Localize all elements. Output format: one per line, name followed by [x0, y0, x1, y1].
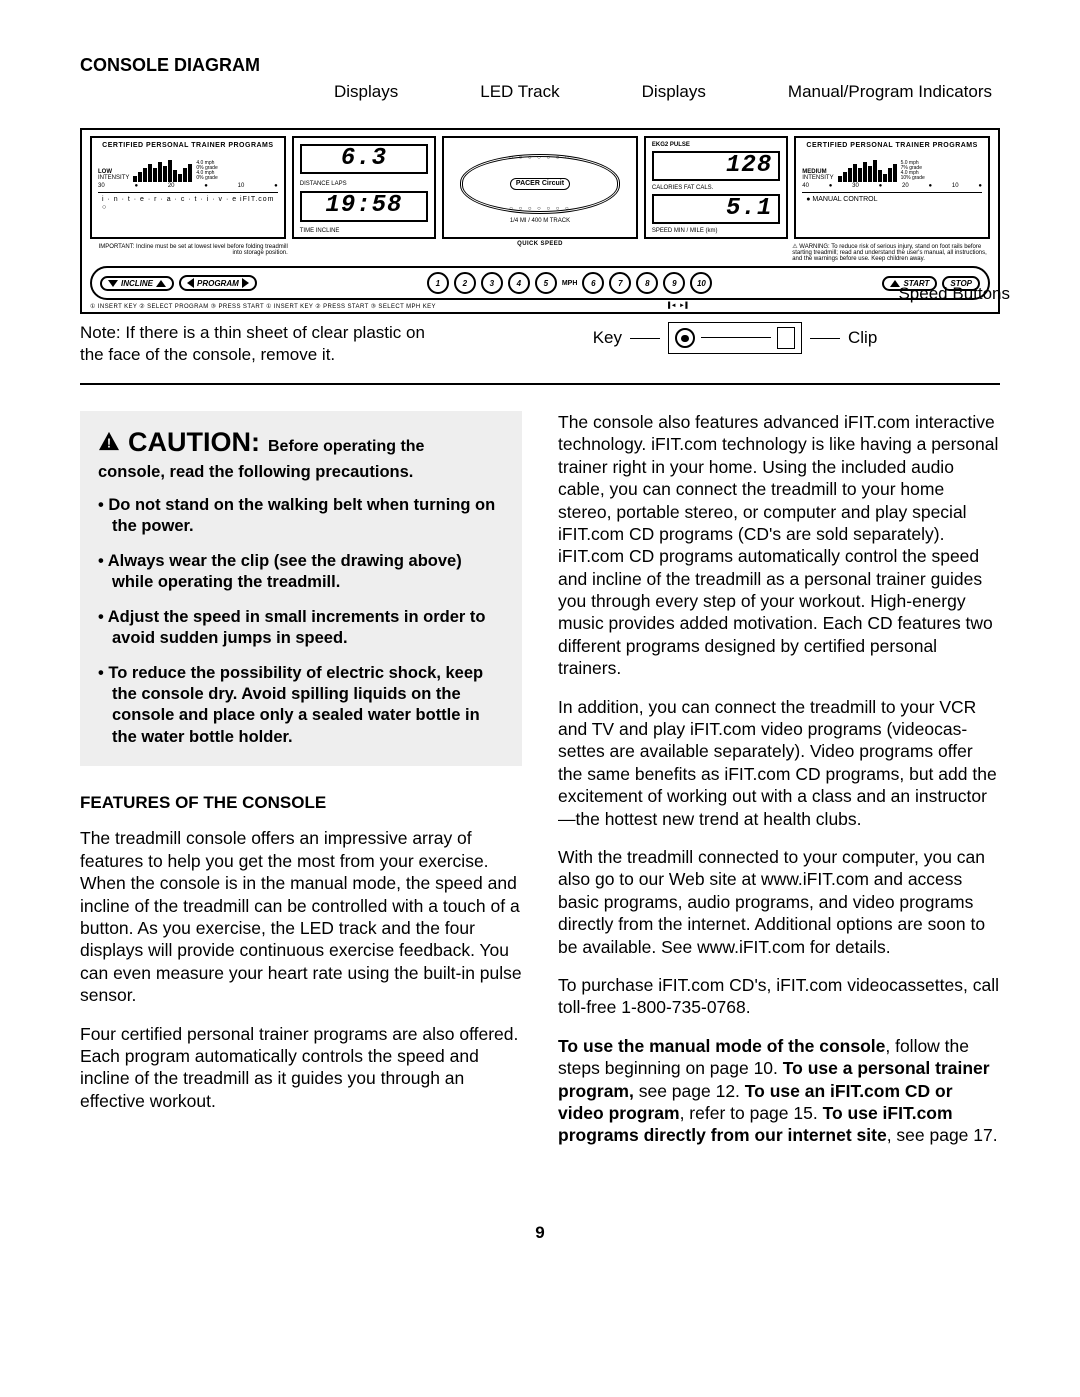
- two-column-body: ! CAUTION: Before operating the console,…: [80, 411, 1000, 1163]
- left-para-2: Four certified personal trainer programs…: [80, 1023, 522, 1113]
- sub-calories: CALORIES FAT CALS.: [652, 185, 713, 192]
- program-button[interactable]: PROGRAM: [179, 275, 257, 291]
- bullet-1: Do not stand on the walking belt when tu…: [98, 495, 504, 537]
- low-label: LOW: [98, 169, 112, 175]
- quick-speed-label: QUICK SPEED: [441, 241, 639, 263]
- lcd-distance: 6.3: [300, 144, 428, 174]
- key-label: Key: [593, 328, 622, 348]
- intensity-label-right: INTENSITY: [802, 175, 833, 181]
- low-stats: 4.0 mph 0% grade 4.0 mph 0% grade: [196, 161, 217, 182]
- right-para-4: To purchase iFIT.com CD's, iFIT.com vide…: [558, 974, 1000, 1019]
- clip-label: Clip: [848, 328, 877, 348]
- right-para-2: In addition, you can connect the treadmi…: [558, 696, 1000, 830]
- left-para-1: The treadmill console offers an impressi…: [80, 827, 522, 1006]
- caution-bullets: Do not stand on the walking belt when tu…: [98, 495, 504, 748]
- top-label-row: Displays LED Track Displays Manual/Progr…: [330, 82, 996, 104]
- label-led-track: LED Track: [480, 82, 559, 102]
- label-displays-right: Displays: [642, 82, 706, 102]
- lcd-calories: 128: [652, 151, 780, 181]
- divider: [80, 383, 1000, 385]
- below-diagram-row: Note: If there is a thin sheet of clear …: [80, 322, 1000, 365]
- interactive-label: i · n · t · e · r · a · c · t · i · v · …: [98, 192, 278, 211]
- bullet-3: Adjust the speed in small increments in …: [98, 607, 504, 649]
- plastic-note: Note: If there is a thin sheet of clear …: [80, 322, 440, 365]
- key-clip-drawing: [668, 322, 802, 354]
- pacer-label: PACER Circuit: [510, 178, 570, 190]
- lcd-time: 19:58: [300, 191, 428, 221]
- manual-control-label: ● MANUAL CONTROL: [802, 192, 982, 204]
- section-title: CONSOLE DIAGRAM: [80, 55, 1000, 76]
- key-icon: [675, 328, 695, 348]
- incline-down-button[interactable]: INCLINE: [100, 276, 174, 291]
- page-number: 9: [80, 1223, 1000, 1243]
- left-column: ! CAUTION: Before operating the console,…: [80, 411, 522, 1163]
- med-scale: 40● 30● 20● 10●: [802, 183, 982, 190]
- speed-buttons-label: Speed Buttons: [470, 284, 1010, 304]
- panel-calories-speed: EKG2 PULSE 128 CALORIES FAT CALS. 5.1 SP…: [644, 136, 788, 239]
- lcd-speed: 5.1: [652, 194, 780, 224]
- med-stats: 5.0 mph 7% grade 4.0 mph 10% grade: [901, 161, 925, 182]
- panel-distance-time: 6.3 DISTANCE LAPS 19:58 TIME INCLINE: [292, 136, 436, 239]
- bullet-4: To reduce the possibility of electric sh…: [98, 663, 504, 747]
- speed-1-button[interactable]: 1: [427, 272, 449, 294]
- cert-label-right: CERTIFIED PERSONAL TRAINER PROGRAMS: [802, 142, 982, 150]
- cert-label-left: CERTIFIED PERSONAL TRAINER PROGRAMS: [98, 142, 278, 150]
- warning-icon: !: [98, 431, 120, 451]
- caution-rest: Before operating the: [268, 437, 424, 457]
- sub-time-incline: TIME INCLINE: [300, 228, 340, 235]
- panel-low-intensity: CERTIFIED PERSONAL TRAINER PROGRAMS LOW …: [90, 136, 286, 239]
- caution-box: ! CAUTION: Before operating the console,…: [80, 411, 522, 766]
- intensity-label-left: INTENSITY: [98, 175, 129, 181]
- clip-icon: [777, 327, 795, 349]
- medium-label: MEDIUM: [802, 169, 826, 175]
- sub-distance-laps: DISTANCE LAPS: [300, 181, 347, 188]
- label-displays-left: Displays: [334, 82, 398, 102]
- label-manual-indicators: Manual/Program Indicators: [788, 82, 992, 102]
- important-note: IMPORTANT: Incline must be set at lowest…: [90, 244, 288, 263]
- panel-track: PACER Circuit 1/4 MI / 400 M TRACK: [442, 136, 638, 239]
- caution-sub: console, read the following precautions.: [98, 462, 504, 483]
- setup-instructions: ① INSERT KEY ② SELECT PROGRAM ③ PRESS ST…: [90, 303, 990, 310]
- panel-medium-intensity: CERTIFIED PERSONAL TRAINER PROGRAMS MEDI…: [794, 136, 990, 239]
- features-title: FEATURES OF THE CONSOLE: [80, 792, 522, 814]
- right-para-1: The console also features advanced iFIT.…: [558, 411, 1000, 680]
- ekg-label: EKG2 PULSE: [652, 142, 780, 149]
- svg-text:!: !: [107, 435, 111, 450]
- bullet-2: Always wear the clip (see the drawing ab…: [98, 551, 504, 593]
- track-label: 1/4 MI / 400 M TRACK: [510, 218, 570, 225]
- sub-speed: SPEED MIN / MILE (km): [652, 228, 718, 235]
- right-para-3: With the treadmill connected to your com…: [558, 846, 1000, 958]
- warning-note: ⚠ WARNING: To reduce risk of serious inj…: [792, 244, 990, 263]
- med-bars: [838, 152, 897, 182]
- right-column: The console also features advanced iFIT.…: [558, 411, 1000, 1163]
- low-bars: [133, 152, 192, 182]
- led-track-oval: PACER Circuit: [460, 154, 621, 214]
- caution-word: CAUTION:: [128, 425, 260, 460]
- right-para-5: To use the manual mode of the console, f…: [558, 1035, 1000, 1147]
- low-scale: 30● 20● 10●: [98, 183, 278, 190]
